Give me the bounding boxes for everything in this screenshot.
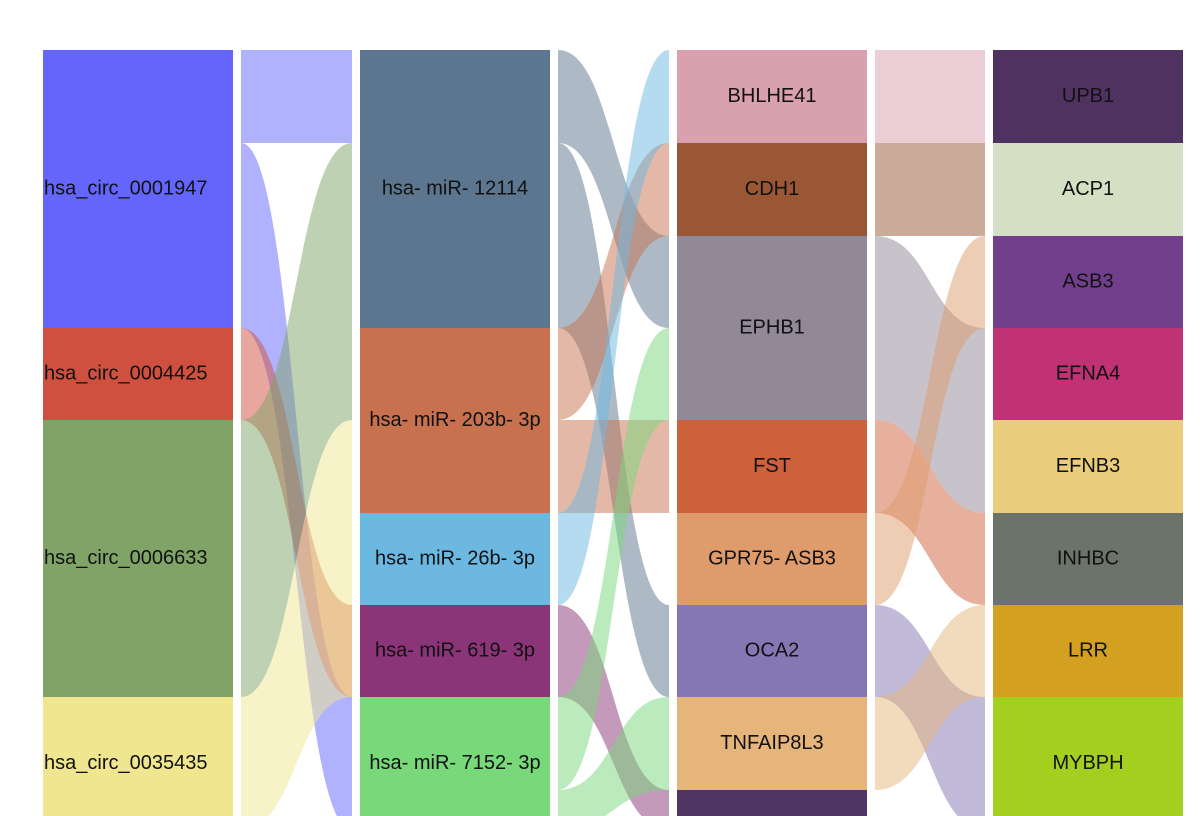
flow-ribbon [558,50,669,328]
flow-ribbon [558,605,669,816]
node [993,697,1183,816]
node-label: EFNB3 [1056,455,1120,477]
node [43,420,233,697]
node [360,605,550,697]
node-label: hsa- miR- 26b- 3p [375,547,535,569]
node [993,420,1183,513]
flow-ribbon [241,50,352,143]
node-label: OCA2 [745,639,799,661]
node-label: EFNA4 [1056,362,1120,384]
node-label: FST [753,455,791,477]
node-label: hsa_circ_0035435 [44,752,207,774]
node-label: hsa- miR- 12114 [382,177,528,199]
node [993,143,1183,236]
node [677,513,867,605]
node-label: TNFAIP8L3 [720,732,823,754]
node [993,50,1183,143]
node [360,328,550,513]
flow-ribbon [558,697,669,816]
node [43,50,233,328]
node [677,790,867,816]
node [360,50,550,328]
flow-ribbon [875,420,985,605]
flow-ribbon [875,605,985,790]
flow-ribbon [558,328,669,790]
flows [241,50,985,816]
node-label: ACP1 [1062,178,1114,200]
flow-ribbon [875,50,985,143]
column: hsa_circ_0001947 hsa_circ_0004425 hsa_circ… [43,50,233,816]
node [677,605,867,697]
node [677,697,867,790]
node-label: hsa_circ_0004425 [44,362,207,384]
node [677,236,867,420]
node-label: ASB3 [1062,270,1113,292]
flow-ribbon [875,236,985,605]
node-label: hsa_circ_0006633 [44,547,207,569]
node-label: MYBPH [1052,752,1123,774]
column: UPB1 ACP1 ASB3 EFNA4 EFNB3 INHBC LRR MYBPH [993,50,1183,816]
node-label: GPR75- ASB3 [708,547,836,569]
node-label: CDH1 [745,178,799,200]
node-label: UPB1 [1062,85,1114,107]
node [43,697,233,816]
node [993,605,1183,697]
node [677,143,867,236]
flow-ribbon [875,143,985,236]
node [43,328,233,420]
flow-ribbon [241,143,352,697]
node [360,513,550,605]
node [993,236,1183,328]
flow-ribbon [241,420,352,816]
node-label: EPHB1 [739,316,805,338]
node-label: hsa- miR- 619- 3p [375,639,535,661]
column: BHLHE41 CDH1 EPHB1 FST GPR75- ASB3 OCA2 TNFAIP… [677,50,867,816]
flow-ribbon [558,50,669,605]
node-label: LRR [1068,639,1108,661]
node-label: hsa- miR- 7152- 3p [369,752,540,774]
node [677,50,867,143]
node-label: hsa_circ_0001947 [44,177,207,199]
column: hsa- miR- 12114 hsa- miR- 203b- 3p hsa- mi… [360,50,550,816]
node [993,513,1183,605]
node-label: INHBC [1057,547,1119,569]
node [677,420,867,513]
node-label: hsa- miR- 203b- 3p [369,409,540,431]
node [993,328,1183,420]
node-label: BHLHE41 [728,85,817,107]
node [360,697,550,816]
